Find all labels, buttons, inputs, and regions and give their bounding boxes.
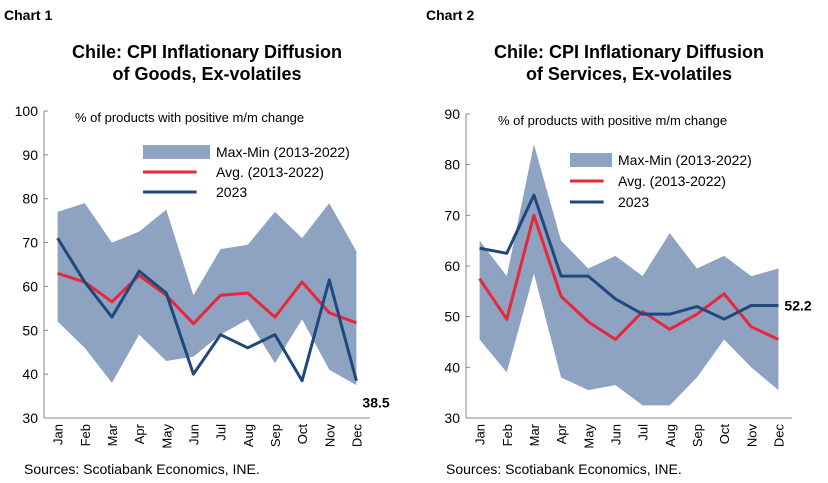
source: Sources: Scotiabank Economics, INE. [24,461,260,477]
x-tick-label: Dec [771,424,786,448]
y-tick-label: 100 [15,103,39,119]
annotation: % of products with positive m/m change [75,110,304,125]
series-line [57,271,357,326]
chart-title: Chile: CPI Inflationary Diffusion [72,42,342,62]
x-tick-label: Oct [295,424,310,445]
annotation: % of products with positive m/m change [498,113,727,128]
x-tick-label: Apr [132,423,147,444]
chart-label: Chart 2 [426,7,474,23]
legend-swatch [143,145,210,159]
y-tick-label: 60 [444,258,460,274]
x-tick-label: Aug [241,424,256,447]
y-tick-label: 80 [22,191,38,207]
x-tick-label: Dec [349,424,364,448]
range-band [479,144,779,406]
chart-title: of Services, Ex-volatiles [526,64,732,84]
range-band [57,203,357,386]
legend-swatch [570,153,612,167]
y-tick-label: 30 [444,410,460,426]
legend-label: 2023 [618,194,649,210]
x-tick-label: Jun [186,424,201,445]
legend-label: 2023 [216,184,247,200]
x-tick-label: May [581,424,596,449]
chart-label: Chart 1 [4,7,52,23]
legend-label: Avg. (2013-2022) [216,164,324,180]
chart-title: of Goods, Ex-volatiles [112,64,301,84]
y-tick-label: 50 [22,322,38,338]
x-tick-label: Nov [322,424,337,448]
y-tick-label: 90 [444,106,460,122]
y-tick-label: 70 [444,207,460,223]
x-tick-label: Jan [473,424,488,445]
x-tick-label: Aug [663,424,678,447]
y-tick-label: 40 [444,359,460,375]
series-line [56,237,358,383]
x-tick-label: Sep [268,424,283,447]
x-tick-label: Jul [214,424,229,441]
data-label: 52.2 [784,298,811,314]
data-label: 38.5 [362,395,389,411]
x-tick-label: Apr [554,423,569,444]
legend-label: Avg. (2013-2022) [618,173,726,189]
y-tick-label: 80 [444,157,460,173]
x-tick-label: Mar [527,423,542,446]
series-line [478,213,780,341]
x-tick-label: Mar [105,423,120,446]
x-tick-label: Jan [51,424,66,445]
x-tick-label: Oct [717,424,732,445]
series-line [479,193,779,321]
source: Sources: Scotiabank Economics, INE. [446,461,682,477]
x-tick-label: Nov [744,424,759,448]
x-tick-label: Feb [78,424,93,446]
y-tick-label: 30 [22,410,38,426]
chart-title: Chile: CPI Inflationary Diffusion [494,42,764,62]
y-tick-label: 40 [22,366,38,382]
legend-label: Max-Min (2013-2022) [216,144,350,160]
x-tick-label: Sep [690,424,705,447]
x-tick-label: Jul [636,424,651,441]
y-tick-label: 70 [22,235,38,251]
legend-label: Max-Min (2013-2022) [618,152,752,168]
x-tick-label: Jun [608,424,623,445]
y-tick-label: 60 [22,278,38,294]
x-tick-label: Feb [500,424,515,446]
y-tick-label: 50 [444,309,460,325]
y-tick-label: 90 [22,147,38,163]
x-tick-label: May [159,424,174,449]
